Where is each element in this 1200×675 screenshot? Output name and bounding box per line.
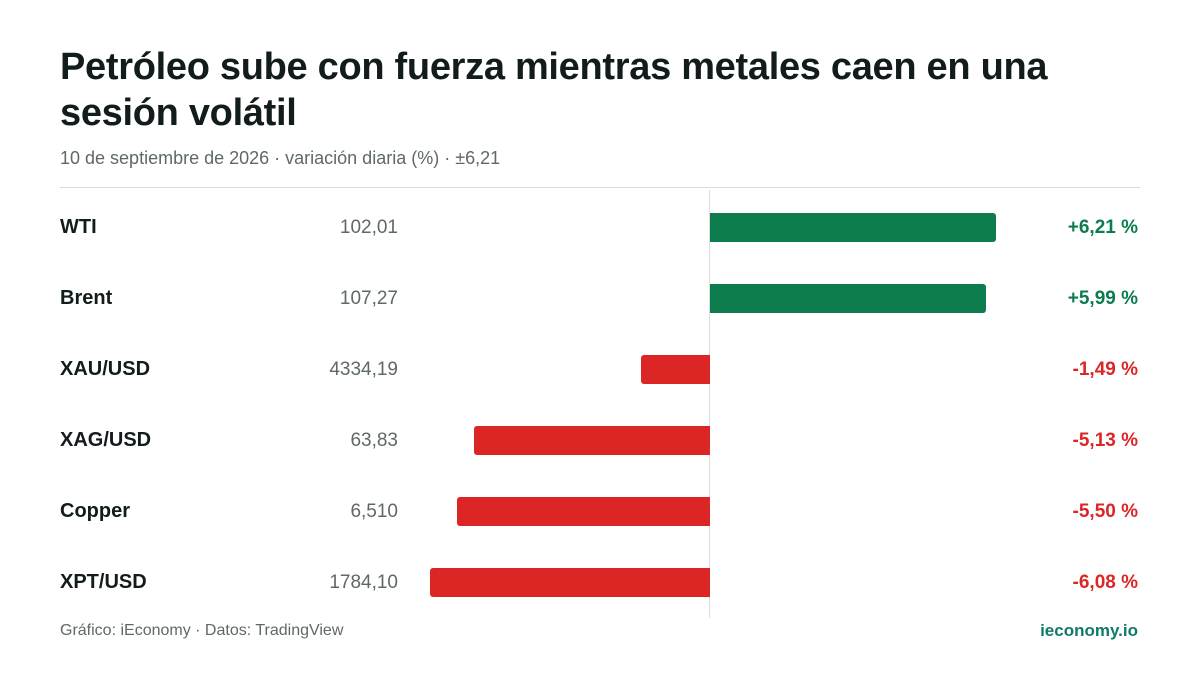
bar-negative: [429, 568, 710, 597]
row-label: Brent: [60, 287, 113, 309]
chart-row: XAG/USD 63,83 -5,13 %: [0, 405, 1200, 476]
chart-row: XPT/USD 1784,10 -6,08 %: [0, 547, 1200, 618]
row-price: 4334,19: [329, 359, 398, 380]
row-change-label: -1,49 %: [1072, 359, 1138, 380]
row-label: Copper: [60, 500, 130, 522]
chart-row: Brent 107,27 +5,99 %: [0, 263, 1200, 334]
chart-row: Copper 6,510 -5,50 %: [0, 476, 1200, 547]
bar-negative: [641, 355, 710, 384]
row-label: XAG/USD: [60, 429, 152, 451]
chart-subtitle: 10 de septiembre de 2026 · variación dia…: [60, 148, 501, 168]
row-label: WTI: [60, 216, 97, 238]
brand-link[interactable]: ieconomy.io: [1040, 621, 1138, 640]
bar-negative: [456, 497, 710, 526]
row-change-label: -5,50 %: [1072, 501, 1138, 522]
row-change-label: -6,08 %: [1072, 572, 1138, 593]
row-price: 107,27: [339, 288, 398, 309]
chart-row: WTI 102,01 +6,21 %: [0, 192, 1200, 263]
row-change-label: +5,99 %: [1067, 288, 1138, 309]
bar-positive: [710, 213, 996, 242]
bar-negative: [473, 426, 710, 455]
chart-title: Petróleo sube con fuerza mientras metale…: [60, 46, 1048, 134]
bar-positive: [710, 284, 986, 313]
chart-credit: Gráfico: iEconomy · Datos: TradingView: [60, 622, 344, 639]
row-price: 63,83: [350, 430, 398, 451]
row-label: XPT/USD: [60, 571, 147, 593]
chart-row: XAU/USD 4334,19 -1,49 %: [0, 334, 1200, 405]
row-change-label: +6,21 %: [1067, 217, 1138, 238]
row-price: 1784,10: [329, 572, 398, 593]
row-price: 102,01: [339, 217, 398, 238]
row-price: 6,510: [350, 501, 398, 522]
zero-axis-line: [709, 190, 710, 618]
header-divider: [60, 187, 1140, 188]
row-change-label: -5,13 %: [1072, 430, 1138, 451]
row-label: XAU/USD: [60, 358, 151, 380]
